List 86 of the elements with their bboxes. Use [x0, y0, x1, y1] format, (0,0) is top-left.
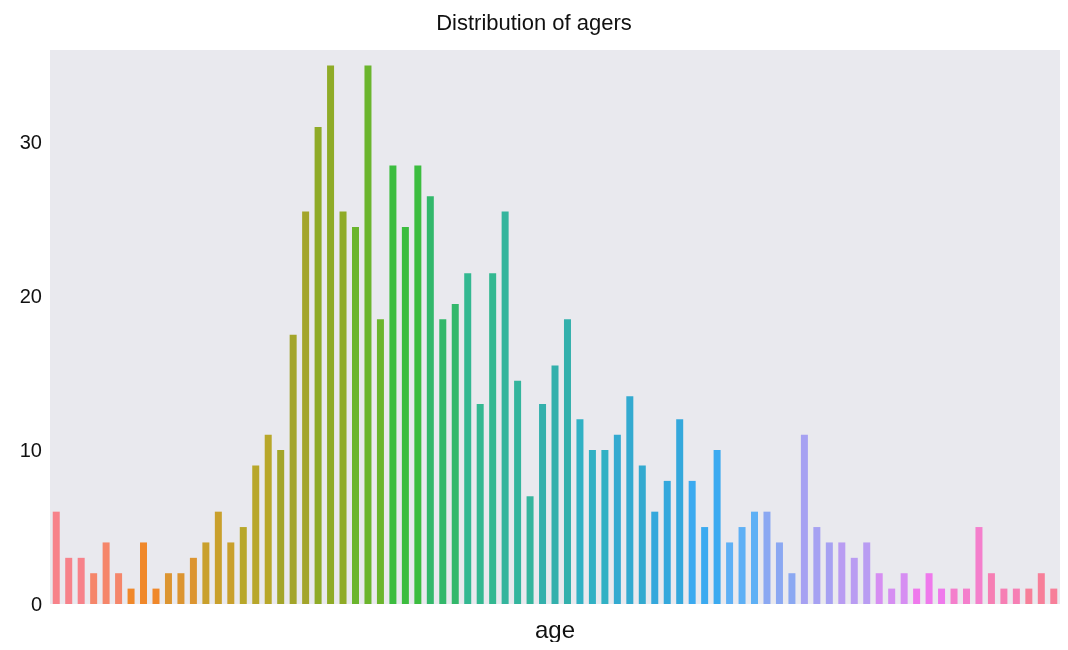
- bar: [177, 573, 185, 604]
- bar: [189, 557, 197, 604]
- bar: [850, 557, 858, 604]
- bar: [127, 588, 135, 604]
- bar: [1037, 573, 1045, 604]
- bar: [626, 396, 634, 604]
- bar: [115, 573, 123, 604]
- bar: [875, 573, 883, 604]
- bar: [327, 65, 335, 604]
- bar: [613, 434, 621, 604]
- bar: [962, 588, 970, 604]
- bar: [264, 434, 272, 604]
- bar: [164, 573, 172, 604]
- bar: [526, 496, 534, 604]
- bar: [775, 542, 783, 604]
- bar: [426, 196, 434, 604]
- bar: [539, 403, 547, 604]
- bar: [451, 303, 459, 604]
- bar: [376, 319, 384, 604]
- bar: [476, 403, 484, 604]
- bar: [489, 273, 497, 604]
- bar: [688, 480, 696, 604]
- bar: [152, 588, 160, 604]
- bar: [588, 450, 596, 604]
- bar: [202, 542, 210, 604]
- bar: [501, 211, 509, 604]
- bar: [713, 450, 721, 604]
- bar: [551, 365, 559, 604]
- bar: [414, 165, 422, 604]
- bar: [364, 65, 372, 604]
- bar: [302, 211, 310, 604]
- bar: [788, 573, 796, 604]
- bar: [638, 465, 646, 604]
- bar: [277, 450, 285, 604]
- bar: [987, 573, 995, 604]
- bar: [563, 319, 571, 604]
- bar: [726, 542, 734, 604]
- bar: [1012, 588, 1020, 604]
- bar: [651, 511, 659, 604]
- bar: [514, 380, 522, 604]
- bar: [676, 419, 684, 604]
- bar: [439, 319, 447, 604]
- bar: [601, 450, 609, 604]
- bar: [464, 273, 472, 604]
- bar: [950, 588, 958, 604]
- bar: [938, 588, 946, 604]
- bar: [1025, 588, 1033, 604]
- bar: [239, 527, 247, 604]
- bar: [576, 419, 584, 604]
- bar: [825, 542, 833, 604]
- bar: [913, 588, 921, 604]
- bar: [352, 226, 359, 604]
- bar: [77, 557, 85, 604]
- bar: [863, 542, 871, 604]
- bar: [751, 511, 759, 604]
- bar: [252, 465, 260, 604]
- bar: [800, 434, 808, 604]
- bar: [888, 588, 896, 604]
- bar: [140, 542, 148, 604]
- bar: [314, 126, 322, 604]
- chart-title: Distribution of agers: [435, 9, 633, 37]
- y-tick-label: 30: [19, 131, 42, 154]
- bar: [925, 573, 933, 604]
- bar: [227, 542, 235, 604]
- bar: [838, 542, 846, 604]
- bar: [52, 511, 60, 604]
- bar: [1000, 588, 1008, 604]
- bar: [339, 211, 347, 604]
- bar: [813, 527, 821, 604]
- bar: [663, 480, 671, 604]
- bar: [214, 511, 222, 604]
- bar: [401, 226, 409, 604]
- bar: [90, 573, 98, 604]
- y-tick-label: 20: [19, 285, 42, 308]
- bar: [102, 542, 110, 604]
- bar: [65, 557, 73, 604]
- bar: [975, 527, 983, 604]
- bar: [738, 527, 746, 604]
- bar: [289, 334, 297, 604]
- bar: [1050, 588, 1058, 604]
- y-tick-label: 0: [30, 593, 42, 616]
- bar: [701, 527, 709, 604]
- bar: [389, 165, 397, 604]
- bar: [763, 511, 771, 604]
- bar: [900, 573, 908, 604]
- y-tick-label: 10: [19, 439, 42, 462]
